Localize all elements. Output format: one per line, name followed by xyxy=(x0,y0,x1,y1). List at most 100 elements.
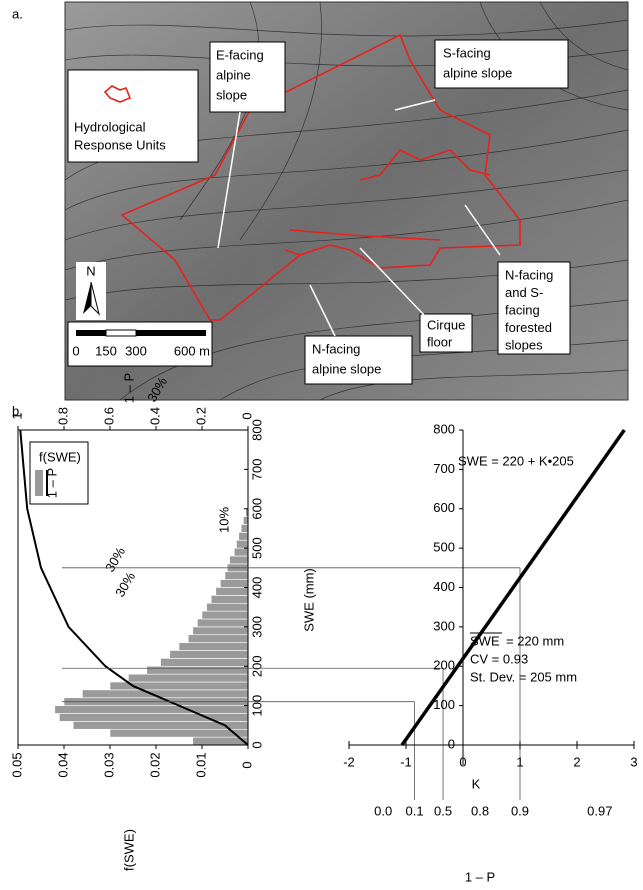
scale-label: 0 xyxy=(72,343,79,358)
histogram-bar xyxy=(179,643,248,651)
map-label: alpine xyxy=(216,67,251,82)
y-tick-label: 300 xyxy=(433,618,455,633)
histogram-bar xyxy=(243,517,248,525)
x-tick-label: 0 xyxy=(459,754,466,769)
x2-axis-title: 1 – P xyxy=(121,373,136,403)
map-label: slope xyxy=(216,87,247,102)
x-tick-label: 0.02 xyxy=(147,752,162,777)
y-tick-label: 500 xyxy=(433,540,455,555)
y-axis-title: SWE (mm) xyxy=(301,568,316,632)
x2-tick-label: 0.4 xyxy=(147,407,162,425)
histogram-bar xyxy=(220,580,248,588)
x2-tick-label: 0.1 xyxy=(406,803,424,818)
x2-tick-label: 0.2 xyxy=(193,407,208,425)
map-label: slopes xyxy=(505,337,543,352)
y-tick-label: 600 xyxy=(433,500,455,515)
x2-tick-label: 1 xyxy=(9,412,24,419)
x2-tick-label: 0.8 xyxy=(55,407,70,425)
map-label: facing xyxy=(505,302,540,317)
histogram-bar xyxy=(147,666,248,674)
y-tick-label: 100 xyxy=(433,697,455,712)
histogram-bar xyxy=(239,532,248,540)
x-tick-label: 0.04 xyxy=(55,752,70,777)
x-tick-label: 1 xyxy=(516,754,523,769)
histogram-bar xyxy=(225,572,248,580)
north-label: N xyxy=(86,263,95,278)
mean-symbol: SWE xyxy=(470,633,500,648)
histogram-bar xyxy=(197,619,248,627)
y-tick-label: 500 xyxy=(249,537,264,559)
scale-bar xyxy=(136,330,206,336)
scale-bar xyxy=(106,330,136,336)
map-label: Response Units xyxy=(74,137,166,152)
x-tick-label: -2 xyxy=(343,754,355,769)
x-tick-label: 2 xyxy=(573,754,580,769)
scale-bar xyxy=(76,330,106,336)
y-tick-label: 800 xyxy=(249,419,264,441)
histogram-bar xyxy=(193,627,248,635)
legend-label: f(SWE) xyxy=(39,449,81,464)
histogram-bar xyxy=(211,595,248,603)
map-label: E-facing xyxy=(216,47,264,62)
map-label: Cirque xyxy=(427,317,465,332)
map-label: N-facing xyxy=(312,341,360,356)
y-tick-label: 300 xyxy=(249,616,264,638)
y-tick-label: 200 xyxy=(249,655,264,677)
histogram-bar xyxy=(188,635,248,643)
mean-value: = 220 mm xyxy=(506,633,564,648)
histogram-bar xyxy=(128,674,248,682)
x-tick-label: 0.01 xyxy=(193,752,208,777)
x-tick-label: 0.03 xyxy=(101,752,116,777)
x2-tick-label: 0.8 xyxy=(471,803,489,818)
y-tick-label: 600 xyxy=(249,498,264,520)
x-tick-label: -1 xyxy=(400,754,412,769)
x2-tick-label: 0.9 xyxy=(511,803,529,818)
figure: a.b.HydrologicalResponse UnitsE-facingal… xyxy=(0,0,643,890)
map-label: alpine slope xyxy=(443,65,512,80)
equation: SWE = 220 + K•205 xyxy=(458,453,574,468)
y-tick-label: 400 xyxy=(249,577,264,599)
panel-label: a. xyxy=(12,6,23,21)
scale-label: 300 xyxy=(125,343,147,358)
st-dev: St. Dev. = 205 mm xyxy=(470,669,577,684)
x-tick-label: 3 xyxy=(630,754,637,769)
x2-tick-label: 0.0 xyxy=(374,803,392,818)
histogram-bar xyxy=(234,548,248,556)
histogram-bar xyxy=(59,714,248,722)
y-tick-label: 700 xyxy=(433,461,455,476)
y-tick-label: 800 xyxy=(433,421,455,436)
y-tick-label: 700 xyxy=(249,459,264,481)
map-label: S-facing xyxy=(443,45,491,60)
map-label: N-facing xyxy=(505,267,553,282)
map-label: alpine slope xyxy=(312,361,381,376)
histogram-bar xyxy=(216,588,248,596)
scale-label: 600 m xyxy=(174,343,210,358)
histogram-bar xyxy=(170,651,248,659)
histogram-bar xyxy=(241,525,248,533)
map-label: forested xyxy=(505,320,552,335)
histogram-bar xyxy=(73,721,248,729)
x2-axis-title: 1 – P xyxy=(465,869,495,884)
cv: CV = 0.93 xyxy=(470,651,528,666)
x2-tick-label: 0.5 xyxy=(434,803,452,818)
x-tick-label: 0.05 xyxy=(9,752,24,777)
x2-tick-label: 0 xyxy=(239,412,254,419)
annotation: 10% xyxy=(216,507,231,533)
x-axis-title: K xyxy=(472,776,481,791)
y-tick-label: 100 xyxy=(249,695,264,717)
y-tick-label: 0 xyxy=(448,736,455,751)
map-label: Hydrological xyxy=(74,119,146,134)
histogram-bar xyxy=(202,611,248,619)
legend-label: 1 – P xyxy=(44,468,59,498)
x-axis-title: f(SWE) xyxy=(121,829,136,871)
annotation: 30% xyxy=(112,569,138,599)
y-tick-label: 0 xyxy=(249,741,264,748)
histogram-bar xyxy=(237,540,249,548)
x-tick-label: 0 xyxy=(239,761,254,768)
histogram-bar xyxy=(207,603,248,611)
y-tick-label: 200 xyxy=(433,658,455,673)
x2-tick-label: 0.97 xyxy=(587,803,612,818)
histogram-bar xyxy=(230,556,248,564)
map-label: floor xyxy=(427,334,453,349)
y-tick-label: 400 xyxy=(433,579,455,594)
